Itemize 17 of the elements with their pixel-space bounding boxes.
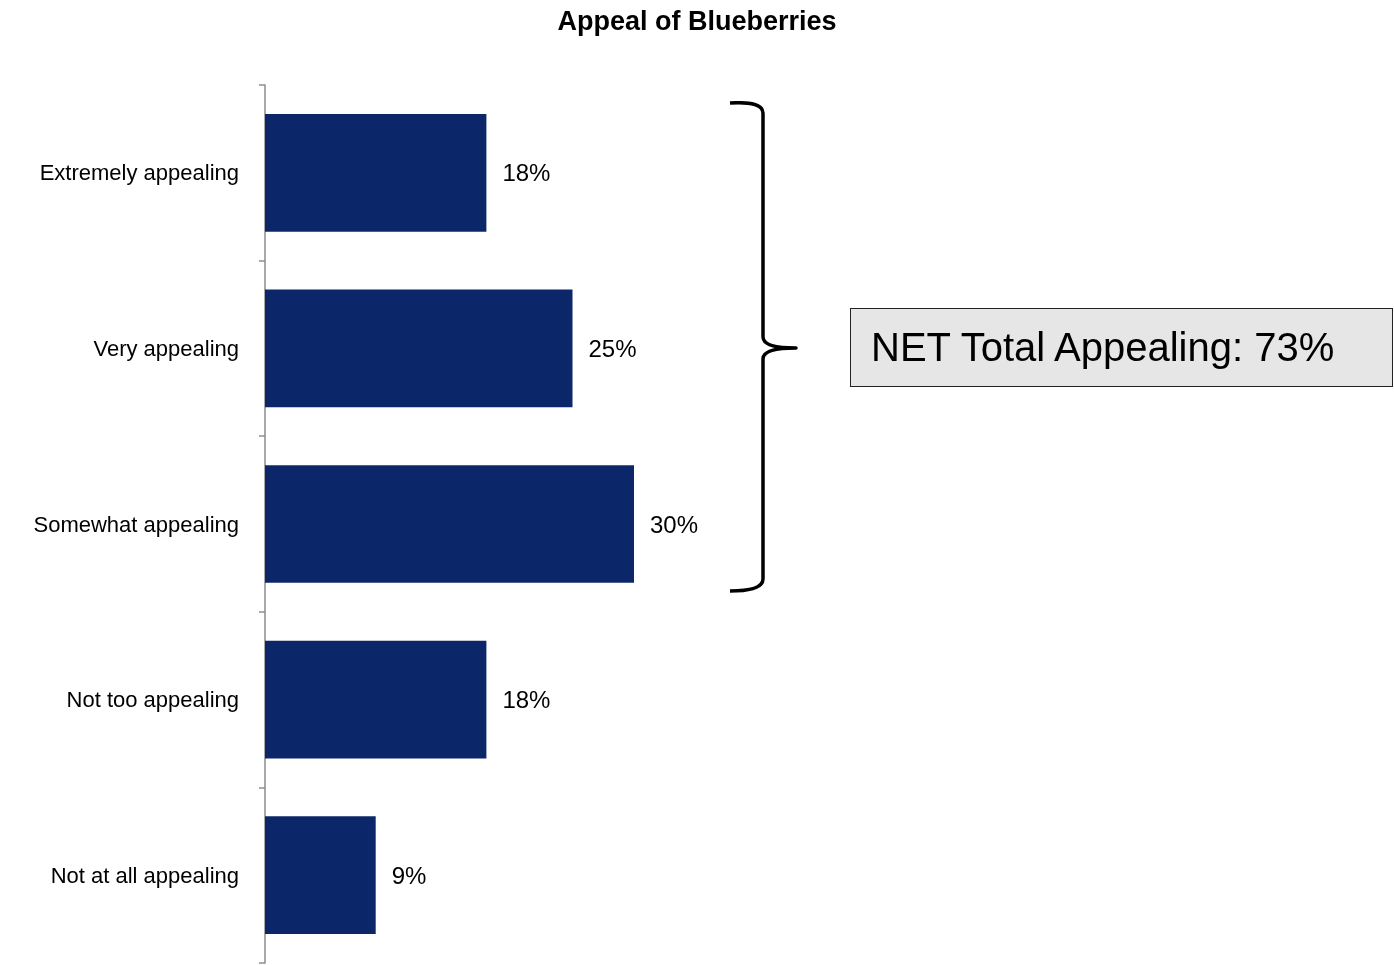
data-label: 18% — [502, 686, 551, 714]
data-label: 30% — [650, 510, 699, 538]
bar — [265, 289, 573, 408]
data-label: 25% — [588, 334, 637, 362]
y-tick-label: Not too appealing — [66, 687, 239, 713]
data-label: 18% — [502, 159, 551, 187]
bar — [265, 113, 487, 232]
y-tick-label: Extremely appealing — [39, 160, 239, 186]
text: NET Total Appealing: 73% — [850, 308, 1393, 387]
y-tick-label: Very appealing — [93, 335, 239, 361]
bar — [265, 640, 487, 759]
bar — [265, 465, 634, 583]
data-label: 9% — [391, 861, 427, 889]
bar — [265, 816, 376, 935]
y-tick-label: Somewhat appealing — [33, 511, 239, 537]
text: Appeal of Blueberries — [557, 5, 837, 36]
y-tick-label: Not at all appealing — [50, 862, 239, 888]
